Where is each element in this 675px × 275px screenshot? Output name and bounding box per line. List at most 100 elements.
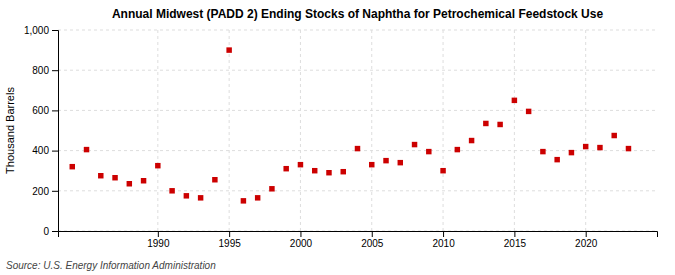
point	[412, 142, 417, 147]
point	[112, 175, 117, 180]
x-tick-mark	[229, 231, 230, 237]
point	[212, 177, 217, 182]
point	[597, 145, 602, 150]
y-axis: 0 200 400 600 800 1,000	[24, 25, 59, 237]
x-tick-mark	[158, 231, 159, 237]
x-tick-label: 1995	[219, 238, 242, 249]
point	[70, 164, 75, 169]
point	[241, 198, 246, 203]
point	[298, 162, 303, 167]
x-tick-label: 2000	[290, 238, 313, 249]
x-tick-label: 2020	[575, 238, 598, 249]
x-tick-mark	[372, 231, 373, 237]
point	[426, 149, 431, 154]
y-tick-label: 400	[32, 145, 49, 156]
x-tick-label: 2010	[432, 238, 455, 249]
x-tick: 2015	[504, 231, 527, 249]
y-grid-line	[58, 30, 657, 31]
point	[355, 146, 360, 151]
point	[440, 168, 445, 173]
y-tick-mark	[52, 30, 58, 31]
x-grid-line	[443, 30, 444, 231]
x-tick: 2010	[432, 231, 455, 249]
y-tick-label: 200	[32, 186, 49, 197]
x-tick: 2000	[290, 231, 313, 249]
x-grid-line	[157, 30, 158, 231]
point	[611, 133, 616, 138]
point	[540, 149, 545, 154]
y-tick-label: 800	[32, 65, 49, 76]
point	[569, 150, 574, 155]
point	[141, 178, 146, 183]
points	[70, 47, 632, 203]
x-axis-line	[59, 232, 658, 238]
point	[340, 169, 345, 174]
point	[169, 188, 174, 193]
x-tick-mark	[300, 231, 301, 237]
x-tick-label: 1990	[147, 238, 170, 249]
y-tick: 200	[32, 186, 58, 197]
point	[626, 146, 631, 151]
y-tick: 0	[43, 226, 58, 237]
y-axis-title: Thousand Barrels	[4, 87, 16, 174]
x-tick-mark	[514, 231, 515, 237]
point	[398, 160, 403, 165]
point	[184, 193, 189, 198]
y-grid-line	[58, 70, 657, 71]
x-tick-label: 2015	[504, 238, 527, 249]
y-tick-label: 0	[43, 226, 49, 237]
point	[198, 195, 203, 200]
x-tick: 2005	[361, 231, 384, 249]
point	[497, 122, 502, 127]
y-axis-line	[52, 31, 59, 232]
x-tick-label: 2005	[361, 238, 384, 249]
x-grid-line	[229, 30, 230, 231]
x-tick: 2020	[575, 231, 598, 249]
point	[226, 47, 231, 52]
y-grid-line	[58, 110, 657, 111]
point	[369, 162, 374, 167]
point	[127, 181, 132, 186]
point	[84, 147, 89, 152]
x-tick-mark	[586, 231, 587, 237]
x-axis: 1990 1995 2000 2005 2010 2015 2020	[59, 231, 658, 249]
grid	[58, 30, 657, 231]
y-tick: 400	[32, 145, 58, 156]
point	[383, 158, 388, 163]
x-tick-mark	[443, 231, 444, 237]
x-grid-line	[371, 30, 372, 231]
point	[255, 195, 260, 200]
point	[483, 121, 488, 126]
x-grid-line	[585, 30, 586, 231]
y-tick: 600	[32, 105, 58, 116]
y-tick-mark	[52, 110, 58, 111]
y-tick-label: 1,000	[24, 25, 49, 36]
x-tick: 1995	[219, 231, 242, 249]
point	[526, 109, 531, 114]
point	[312, 168, 317, 173]
point	[155, 163, 160, 168]
point	[583, 144, 588, 149]
x-tick: 1990	[147, 231, 170, 249]
chart: 1990 1995 2000 2005 2010 2015 2020 0 200 400 600 80…	[0, 0, 675, 275]
y-tick: 800	[32, 65, 58, 76]
y-tick-mark	[52, 151, 58, 152]
point	[554, 157, 559, 162]
annotation: Source: U.S. Energy Information Administ…	[6, 260, 216, 271]
y-grid-line	[58, 190, 657, 191]
y-tick-label: 600	[32, 105, 49, 116]
point	[512, 98, 517, 103]
y-tick-mark	[52, 231, 58, 232]
plot-area: 1990 1995 2000 2005 2010 2015 2020 0 200 400 600 80…	[24, 25, 658, 249]
point	[283, 166, 288, 171]
point	[326, 170, 331, 175]
y-tick-mark	[52, 70, 58, 71]
point	[98, 173, 103, 178]
title: Annual Midwest (PADD 2) Ending Stocks of…	[112, 7, 604, 21]
point	[455, 147, 460, 152]
y-tick-mark	[52, 191, 58, 192]
point	[269, 186, 274, 191]
point	[469, 138, 474, 143]
x-grid-line	[514, 30, 515, 231]
x-grid-line	[300, 30, 301, 231]
